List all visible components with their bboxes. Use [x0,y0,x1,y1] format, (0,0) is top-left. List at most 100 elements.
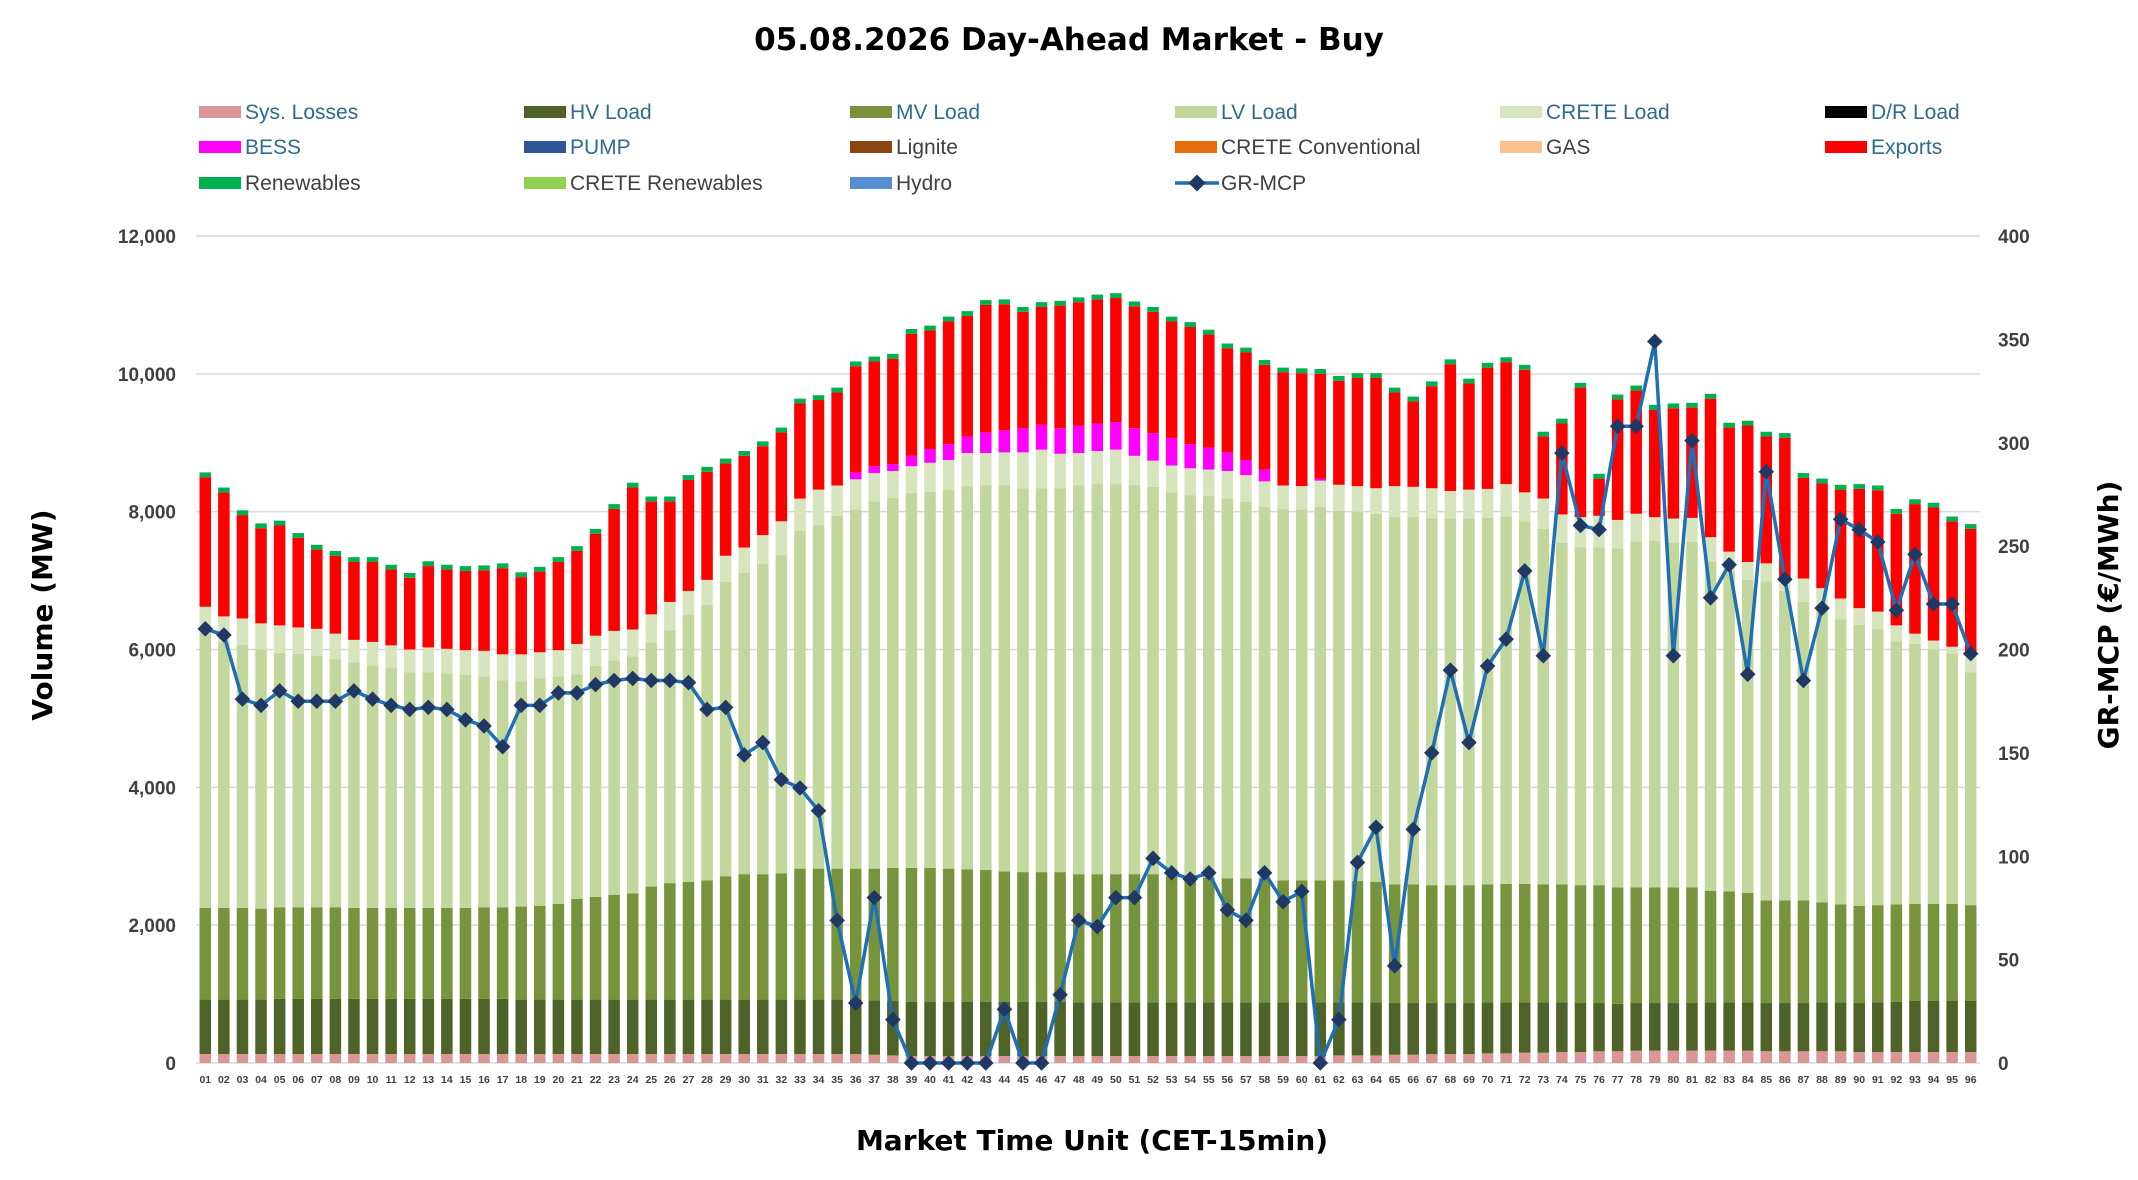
bar-lv-load-96 [1964,672,1977,906]
gr-mcp-point-39 [903,1055,920,1071]
y-axis-ticks: 0 2,000 4,000 6,000 8,000 10,000 12,000 [118,227,176,1075]
bar-lv-load-24 [626,656,639,894]
bar-crete-load-79 [1649,517,1661,541]
bar-hv-load-81 [1686,1003,1698,1051]
bar-hv-load-39 [905,1001,918,1057]
bar-lv-load-94 [1927,649,1940,904]
x-tick-label: 08 [330,1074,342,1086]
bar-lv-load-57 [1240,502,1252,879]
bar-lv-load-11 [385,668,397,908]
gr-mcp-point-67 [1424,745,1440,761]
x-tick-label: 44 [999,1074,1011,1086]
bar-crete-load-34 [812,489,825,525]
bar-sys-losses-18 [515,1054,527,1063]
gr-mcp-point-65 [1386,958,1403,974]
bar-renewables-09 [348,557,360,562]
bar-lv-load-13 [422,672,435,908]
bar-crete-load-47 [1054,453,1066,489]
bar-mv-load-71 [1500,883,1512,1003]
bar-crete-load-55 [1203,469,1215,496]
stacked-bars [199,293,1977,1063]
bar-hv-load-91 [1872,1002,1884,1052]
bar-crete-load-26 [664,601,676,631]
bar-hv-load-48 [1072,1002,1085,1057]
bar-lv-load-31 [757,564,769,875]
bar-renewables-93 [1909,499,1921,505]
x-tick-label: 65 [1389,1074,1401,1086]
bar-exports-09 [348,561,360,640]
gr-mcp-point-96 [1962,645,1979,662]
x-tick-label: 02 [218,1074,230,1086]
bar-crete-load-18 [515,654,527,682]
bar-hv-load-61 [1314,1002,1327,1057]
bar-renewables-28 [701,466,713,472]
x-tick-label: 39 [906,1074,918,1086]
bar-mv-load-42 [961,869,973,1002]
x-tick-label: 27 [683,1074,695,1086]
bar-sys-losses-84 [1741,1050,1754,1063]
bar-lv-load-38 [887,497,899,868]
x-tick-label: 10 [367,1074,379,1086]
bar-sys-losses-82 [1704,1050,1717,1063]
x-tick-label: 48 [1073,1074,1085,1086]
bar-mv-load-67 [1426,885,1438,1004]
bar-lv-load-17 [496,680,509,908]
bar-hv-load-74 [1556,1002,1568,1052]
gr-mcp-point-78 [1628,418,1644,434]
legend-swatch-d-r-load [1825,106,1867,118]
bar-lv-load-79 [1649,540,1661,888]
bar-exports-34 [812,400,825,490]
bar-sys-losses-73 [1537,1052,1550,1063]
bar-mv-load-10 [366,907,379,999]
bar-sys-losses-93 [1909,1051,1921,1063]
bar-lv-load-67 [1426,518,1438,886]
bar-sys-losses-13 [422,1054,435,1063]
bar-renewables-74 [1556,418,1568,424]
bar-crete-load-07 [311,628,323,656]
gr-mcp-point-52 [1145,850,1161,867]
bar-crete-load-08 [329,633,342,660]
bar-renewables-03 [236,510,249,516]
bar-crete-load-64 [1370,488,1382,514]
bar-mv-load-87 [1797,900,1810,1004]
bar-hv-load-86 [1779,1003,1791,1052]
bar-crete-load-78 [1630,513,1642,542]
gr-mcp-point-85 [1758,463,1775,480]
bar-hv-load-94 [1927,1000,1940,1052]
bar-crete-load-06 [292,627,304,654]
x-tick-label: 63 [1352,1074,1364,1086]
bar-exports-70 [1481,367,1494,489]
bar-renewables-60 [1295,368,1308,374]
bar-exports-42 [961,315,973,437]
bar-exports-88 [1816,483,1828,589]
bar-lv-load-86 [1779,590,1791,901]
bar-crete-load-38 [887,471,899,498]
x-tick-label: 49 [1091,1074,1103,1086]
bar-renewables-41 [942,316,955,322]
bar-lv-load-49 [1091,484,1104,875]
bar-hv-load-57 [1240,1002,1252,1057]
bar-crete-load-44 [998,452,1011,486]
bar-exports-52 [1147,311,1159,434]
bar-crete-load-52 [1147,460,1159,487]
gr-mcp-point-71 [1498,631,1514,647]
bar-exports-36 [849,366,862,473]
bar-lv-load-09 [348,662,360,908]
bar-hv-load-31 [757,999,769,1055]
bar-hv-load-66 [1407,1003,1419,1055]
bar-exports-24 [626,487,639,630]
bar-hv-load-43 [980,1001,992,1057]
bar-lv-load-36 [849,509,862,869]
bar-crete-load-81 [1686,517,1698,542]
bar-renewables-51 [1128,301,1141,307]
bar-exports-51 [1128,306,1141,429]
bar-mv-load-18 [515,906,527,1000]
x-tick-label: 53 [1166,1074,1178,1086]
legend-swatch-lv-load [1175,106,1217,118]
bar-sys-losses-85 [1760,1051,1773,1063]
bar-lv-load-62 [1333,510,1345,881]
bar-mv-load-27 [682,881,695,1000]
bar-hv-load-51 [1128,1002,1141,1057]
bar-hv-load-70 [1481,1002,1494,1054]
bar-exports-45 [1017,311,1029,429]
